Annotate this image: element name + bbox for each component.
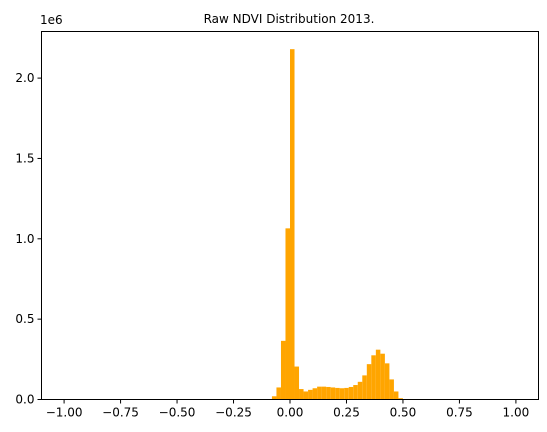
- histogram-bar: [276, 387, 281, 400]
- histogram-bar: [353, 385, 358, 400]
- x-tick-label: −0.75: [102, 406, 139, 420]
- histogram-bar: [384, 363, 390, 400]
- histogram-bar: [312, 388, 318, 400]
- y-tick-label: 0.5: [15, 312, 34, 326]
- histogram-bar: [321, 386, 327, 400]
- histogram-bar: [393, 391, 399, 400]
- y-tick-label: 2.0: [15, 71, 34, 85]
- histogram-bar: [380, 353, 385, 400]
- histogram-bar: [398, 398, 403, 400]
- histogram-bar: [280, 340, 286, 400]
- x-tick-label: −0.25: [215, 406, 252, 420]
- histogram-bar: [317, 386, 322, 400]
- histogram-bar: [308, 389, 313, 400]
- y-tick-label: 0.0: [15, 393, 34, 407]
- histogram-bar: [330, 387, 336, 400]
- bars-group: [271, 49, 403, 400]
- y-axis: 0.0 0.5 1.0 1.5 2.0: [15, 71, 42, 407]
- x-tick-label: 0.50: [390, 406, 417, 420]
- x-tick-label: 1.00: [503, 406, 530, 420]
- histogram-bar: [294, 366, 300, 400]
- x-axis: −1.00 −0.75 −0.50 −0.25 0.00 0.25 0.50 0.75 1.00: [46, 399, 530, 420]
- x-tick-label: 0.25: [333, 406, 360, 420]
- histogram-bar: [362, 375, 367, 400]
- histogram-bar: [299, 389, 304, 400]
- histogram-bar: [335, 387, 340, 400]
- y-tick-label: 1.5: [15, 151, 34, 165]
- plot-frame: [41, 31, 539, 400]
- histogram-bar: [303, 391, 309, 400]
- y-offset-label: 1e6: [40, 13, 63, 27]
- histogram-bar: [271, 396, 277, 400]
- histogram-bar: [357, 381, 363, 400]
- x-tick-label: 0.00: [277, 406, 304, 420]
- histogram-bar: [375, 349, 381, 400]
- histogram-bar: [371, 355, 376, 400]
- x-tick-label: −0.50: [159, 406, 196, 420]
- histogram-bar: [290, 49, 295, 400]
- histogram-bar: [344, 387, 349, 400]
- x-tick-label: 0.75: [446, 406, 473, 420]
- histogram-bar: [348, 386, 354, 400]
- y-tick-label: 1.0: [15, 232, 34, 246]
- histogram-bar: [326, 386, 331, 400]
- histogram-bar: [285, 228, 290, 400]
- histogram-bar: [366, 364, 372, 400]
- x-tick-label: −1.00: [46, 406, 83, 420]
- histogram-bar: [339, 388, 345, 400]
- histogram-bar: [389, 379, 394, 400]
- chart-title: Raw NDVI Distribution 2013.: [204, 12, 375, 26]
